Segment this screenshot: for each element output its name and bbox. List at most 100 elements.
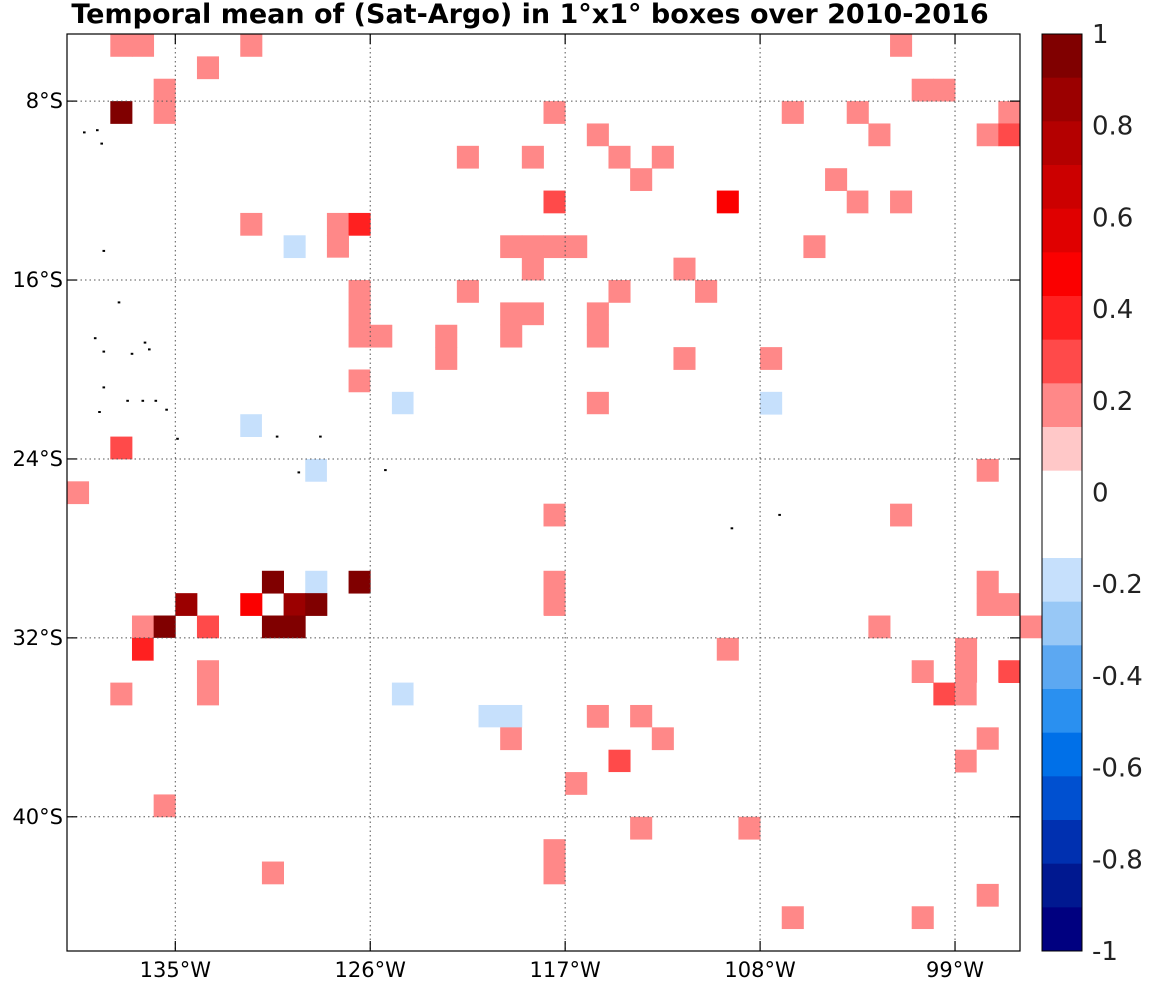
y-tick-label: 8°S bbox=[26, 89, 63, 113]
heatmap-cell bbox=[261, 861, 284, 885]
heatmap-cell bbox=[651, 682, 674, 706]
heatmap-cell bbox=[543, 570, 566, 594]
heatmap-cell bbox=[153, 101, 176, 124]
heatmap-cell bbox=[955, 123, 978, 147]
island-mark bbox=[141, 399, 145, 402]
heatmap-cell bbox=[521, 145, 544, 169]
heatmap-cell bbox=[261, 436, 284, 460]
heatmap-cell bbox=[370, 414, 393, 437]
heatmap-cell bbox=[478, 414, 501, 437]
island-mark bbox=[165, 408, 168, 411]
colorbar-swatch bbox=[1042, 252, 1082, 297]
heatmap-cell bbox=[110, 436, 133, 460]
colorbar-swatch bbox=[1042, 820, 1082, 865]
island-mark bbox=[102, 350, 106, 353]
heatmap-cell bbox=[586, 324, 609, 348]
heatmap-cell bbox=[370, 324, 393, 348]
heatmap-cell bbox=[456, 145, 479, 169]
colorbar-tick-label: -0.8 bbox=[1092, 845, 1143, 875]
heatmap-cell bbox=[131, 637, 155, 661]
colorbar-swatch bbox=[1042, 121, 1082, 166]
heatmap-cell bbox=[67, 369, 90, 393]
island-mark bbox=[102, 249, 106, 252]
heatmap-cell bbox=[695, 704, 718, 728]
colorbar-swatch bbox=[1042, 339, 1082, 384]
colorbar-swatch bbox=[1042, 601, 1082, 646]
heatmap-cell bbox=[586, 682, 609, 706]
heatmap-cell bbox=[955, 749, 978, 773]
heatmap-cell bbox=[955, 660, 978, 684]
heatmap-cell bbox=[500, 615, 523, 639]
colorbar-tick-label: -0.2 bbox=[1092, 570, 1143, 600]
axis-ticks: 135°W 126°W 117°W 108°W 99°W 8°S 16°S 24°S 32°S 4… bbox=[12, 34, 1020, 982]
island-mark bbox=[778, 513, 781, 516]
heatmap-cell bbox=[348, 727, 371, 751]
colorbar-tick-label: 0.4 bbox=[1092, 295, 1133, 325]
heatmap-cell bbox=[543, 660, 566, 684]
colorbar-swatch bbox=[1042, 776, 1082, 821]
heatmap-cell bbox=[196, 682, 220, 706]
heatmap-cell bbox=[890, 34, 913, 57]
colorbar-tick-label: 0.2 bbox=[1092, 387, 1133, 417]
heatmap-cell bbox=[586, 391, 609, 415]
heatmap-cell bbox=[153, 458, 176, 482]
heatmap-cell bbox=[500, 302, 523, 326]
island-mark bbox=[98, 411, 101, 413]
island-mark bbox=[102, 386, 106, 389]
heatmap-cell bbox=[240, 212, 263, 236]
heatmap-cell bbox=[803, 235, 826, 259]
heatmap-cell bbox=[890, 190, 913, 214]
heatmap-cell bbox=[933, 615, 956, 639]
island-mark bbox=[176, 437, 179, 440]
heatmap-cell bbox=[348, 749, 371, 773]
heatmap-cell bbox=[283, 235, 306, 259]
heatmap-cell bbox=[716, 637, 739, 661]
colorbar-swatch bbox=[1042, 427, 1082, 472]
heatmap-cell bbox=[1020, 615, 1043, 639]
island-mark bbox=[100, 142, 103, 145]
heatmap-cell bbox=[326, 458, 349, 482]
heatmap-cell bbox=[261, 458, 284, 482]
heatmap-cell bbox=[543, 593, 566, 616]
heatmap-cell bbox=[868, 458, 891, 482]
heatmap-cell bbox=[240, 414, 263, 437]
heatmap-cell bbox=[695, 280, 718, 303]
heatmap-cell bbox=[716, 593, 739, 616]
heatmap-cell bbox=[521, 257, 544, 281]
heatmap-cell bbox=[175, 414, 198, 437]
heatmap-cell bbox=[911, 660, 934, 684]
island-mark bbox=[297, 471, 301, 474]
heatmap-cell bbox=[500, 235, 523, 259]
heatmap-cell bbox=[695, 481, 718, 505]
heatmap-cell bbox=[630, 637, 653, 661]
x-tick-label: 135°W bbox=[140, 958, 212, 982]
colorbar-swatch bbox=[1042, 732, 1082, 777]
heatmap-cell bbox=[976, 682, 999, 706]
heatmap-cell bbox=[326, 749, 349, 773]
heatmap-cell bbox=[586, 414, 609, 437]
heatmap-cell bbox=[348, 637, 371, 661]
heatmap-cell bbox=[608, 145, 631, 169]
island-mark bbox=[96, 129, 99, 132]
colorbar-swatch bbox=[1042, 77, 1082, 122]
island-mark bbox=[126, 399, 129, 402]
heatmap-cell bbox=[630, 168, 653, 191]
heatmap-cell bbox=[521, 615, 544, 639]
colorbar-tick-label: 0.8 bbox=[1092, 112, 1133, 142]
heatmap-cell bbox=[348, 324, 371, 348]
heatmap-cell bbox=[500, 324, 523, 348]
heatmap-cell bbox=[283, 615, 306, 639]
heatmap-cell bbox=[586, 123, 609, 147]
heatmap-cell bbox=[326, 637, 349, 661]
heatmap-cell bbox=[326, 212, 349, 236]
heatmap-cell bbox=[240, 369, 263, 393]
heatmap-cell bbox=[413, 458, 436, 482]
colorbar-tick-label: -0.6 bbox=[1092, 754, 1143, 784]
heatmap-cell bbox=[760, 347, 783, 370]
heatmap-cell bbox=[543, 101, 566, 124]
heatmap-cell bbox=[868, 615, 891, 639]
colorbar-tick-label: -1 bbox=[1092, 937, 1118, 967]
heatmap-cell bbox=[695, 772, 718, 795]
heatmap-cell bbox=[608, 772, 631, 795]
